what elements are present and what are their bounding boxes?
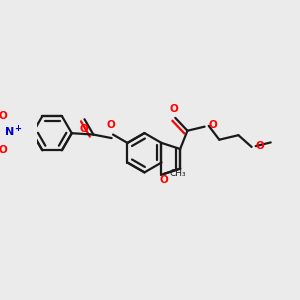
Text: +: + bbox=[14, 124, 21, 133]
Text: CH₃: CH₃ bbox=[169, 169, 186, 178]
Text: O: O bbox=[0, 111, 7, 121]
Text: O: O bbox=[79, 124, 88, 134]
Text: ⁻: ⁻ bbox=[0, 149, 4, 158]
Text: O: O bbox=[107, 121, 116, 130]
Text: O: O bbox=[208, 120, 217, 130]
Text: O: O bbox=[255, 141, 264, 151]
Text: O: O bbox=[170, 104, 178, 114]
Text: N: N bbox=[5, 128, 14, 137]
Text: O: O bbox=[159, 175, 168, 184]
Text: O: O bbox=[0, 145, 7, 155]
